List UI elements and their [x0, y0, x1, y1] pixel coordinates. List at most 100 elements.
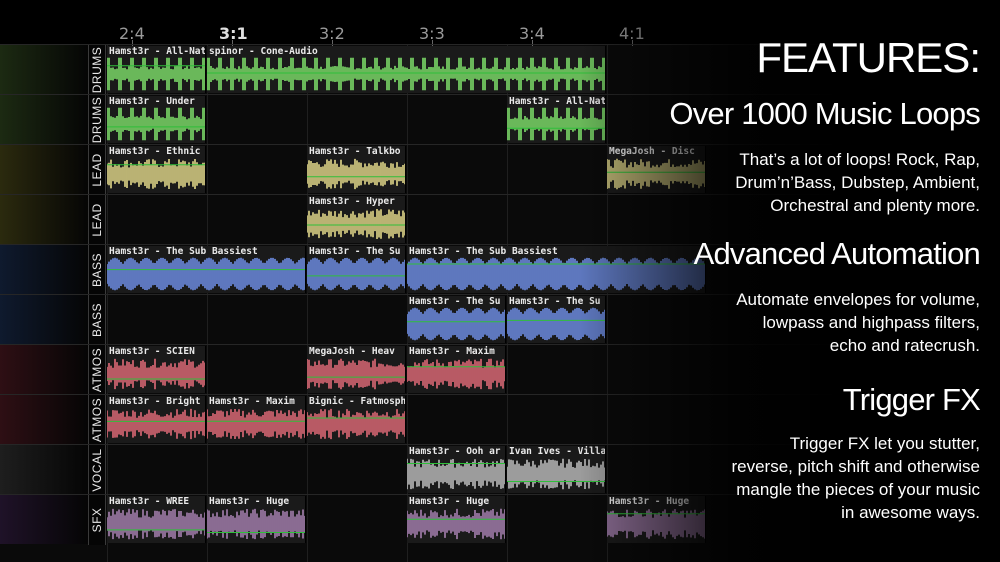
track-label: BASS: [88, 245, 106, 295]
track-label-text: BASS: [90, 252, 104, 288]
audio-clip[interactable]: Hamst3r - The Su: [307, 246, 406, 293]
track-label: ATMOS: [88, 345, 106, 395]
waveform: [107, 508, 205, 540]
clip-name: Hamst3r - The Su: [309, 246, 401, 257]
track-label: VOCAL: [88, 445, 106, 495]
track-label: DRUMS: [88, 95, 106, 145]
waveform: [407, 307, 505, 341]
track-header-area[interactable]: [0, 95, 88, 144]
waveform: [107, 57, 205, 91]
track-label: LEAD: [88, 195, 106, 245]
track-row[interactable]: ATMOS Hamst3r - Bright Hamst3r - Maxim Bign…: [0, 394, 1000, 445]
track-header-area[interactable]: [0, 495, 88, 544]
track-row[interactable]: DRUMS Hamst3r - Under Hamst3r - All-Nat: [0, 94, 1000, 145]
track-header-area[interactable]: [0, 445, 88, 494]
clip-name: Hamst3r - Ethnic: [109, 146, 201, 157]
track-header-area[interactable]: [0, 295, 88, 344]
waveform: [207, 409, 305, 439]
track-header-area[interactable]: [0, 45, 88, 94]
bar-marker-label: 3:2: [319, 24, 345, 43]
clip-name: Hamst3r - Maxim: [409, 346, 495, 357]
audio-clip[interactable]: spinor - Cone-Audio: [207, 46, 606, 93]
bar-tick: [332, 40, 333, 46]
audio-clip[interactable]: Bignic - Fatmosph: [307, 396, 406, 443]
bar-tick: [132, 40, 133, 46]
track-header-area[interactable]: [0, 395, 88, 444]
audio-clip[interactable]: Hamst3r - Maxim: [207, 396, 306, 443]
audio-clip[interactable]: Hamst3r - Talkbo: [307, 146, 406, 193]
waveform: [107, 107, 205, 141]
clip-name: Hamst3r - Maxim: [209, 396, 295, 407]
feature-title-loops: Over 1000 Music Loops: [669, 96, 980, 131]
clip-name: Hamst3r - Huge: [209, 496, 290, 507]
bar-marker-label: 3:1: [219, 24, 248, 43]
clip-name: spinor - Cone-Audio: [209, 46, 318, 57]
bar-tick: [432, 40, 433, 46]
bar-tick: [532, 40, 533, 46]
track-label: ATMOS: [88, 395, 106, 445]
feature-title-automation: Advanced Automation: [693, 236, 981, 271]
waveform: [407, 358, 505, 390]
track-label-text: SFX: [90, 507, 104, 533]
audio-clip[interactable]: Hamst3r - The Su: [407, 296, 506, 343]
track-label-text: DRUMS: [90, 96, 104, 144]
track-label-text: ATMOS: [90, 347, 104, 393]
feature-title-triggerfx: Trigger FX: [842, 382, 981, 417]
track-label: SFX: [88, 495, 106, 545]
grid-line: [107, 44, 108, 562]
audio-clip[interactable]: Hamst3r - Huge: [407, 496, 506, 543]
waveform: [107, 159, 205, 189]
track-row[interactable]: DRUMS Hamst3r - All-Nati spinor - Cone-Aud…: [0, 44, 1000, 95]
track-label-text: DRUMS: [90, 46, 104, 94]
clip-name: Hamst3r - The Sub Bassiest: [409, 246, 558, 257]
audio-clip[interactable]: Hamst3r - Under: [107, 96, 206, 143]
audio-clip[interactable]: Hamst3r - Ethnic: [107, 146, 206, 193]
features-heading: FEATURES:: [756, 34, 981, 81]
track-label: BASS: [88, 295, 106, 345]
track-label: LEAD: [88, 145, 106, 195]
track-header-area[interactable]: [0, 345, 88, 394]
track-header-area[interactable]: [0, 245, 88, 294]
waveform: [307, 158, 405, 190]
bar-marker-label: 3:4: [519, 24, 545, 43]
track-label-text: BASS: [90, 302, 104, 338]
audio-clip[interactable]: Hamst3r - Bright: [107, 396, 206, 443]
clip-name: Bignic - Fatmosph: [309, 396, 406, 407]
audio-clip[interactable]: Hamst3r - Ooh ar: [407, 446, 506, 493]
clip-name: Hamst3r - SCIEN: [109, 346, 195, 357]
audio-clip[interactable]: Hamst3r - Hyper: [307, 196, 406, 243]
clip-name: Hamst3r - Talkbo: [309, 146, 401, 157]
bar-marker-label: 2:4: [119, 24, 145, 43]
grid-line: [207, 44, 208, 562]
track-header-area[interactable]: [0, 145, 88, 194]
clip-name: Hamst3r - Bright: [109, 396, 201, 407]
audio-clip[interactable]: Hamst3r - Maxim: [407, 346, 506, 393]
audio-clip[interactable]: Hamst3r - The Sub Bassiest: [107, 246, 306, 293]
waveform: [207, 57, 605, 91]
clip-name: Hamst3r - Ooh ar: [409, 446, 501, 457]
track-label-text: VOCAL: [90, 448, 104, 492]
waveform: [307, 358, 405, 390]
waveform: [407, 508, 505, 540]
track-header-area[interactable]: [0, 195, 88, 244]
clip-name: Hamst3r - All-Nati: [109, 46, 206, 57]
waveform: [307, 257, 405, 291]
audio-clip[interactable]: Hamst3r - All-Nati: [107, 46, 206, 93]
audio-clip[interactable]: Hamst3r - SCIEN: [107, 346, 206, 393]
clip-name: Hamst3r - Under: [109, 96, 195, 107]
clip-name: Ivan Ives - Villai: [509, 446, 606, 457]
track-label: DRUMS: [88, 45, 106, 95]
audio-clip[interactable]: Hamst3r - WREE: [107, 496, 206, 543]
waveform: [207, 508, 305, 540]
waveform: [107, 358, 205, 390]
track-label-text: LEAD: [90, 153, 104, 187]
clip-name: Hamst3r - The Su: [509, 296, 601, 307]
waveform: [307, 408, 405, 440]
audio-clip[interactable]: Hamst3r - Huge: [207, 496, 306, 543]
audio-clip[interactable]: MegaJosh - Heav: [307, 346, 406, 393]
track-label-text: LEAD: [90, 203, 104, 237]
track-row[interactable]: ATMOS Hamst3r - SCIEN MegaJosh - Heav Hamst…: [0, 344, 1000, 395]
clip-name: Hamst3r - Hyper: [309, 196, 395, 207]
track-row[interactable]: LEAD Hamst3r - Hyper: [0, 194, 1000, 245]
